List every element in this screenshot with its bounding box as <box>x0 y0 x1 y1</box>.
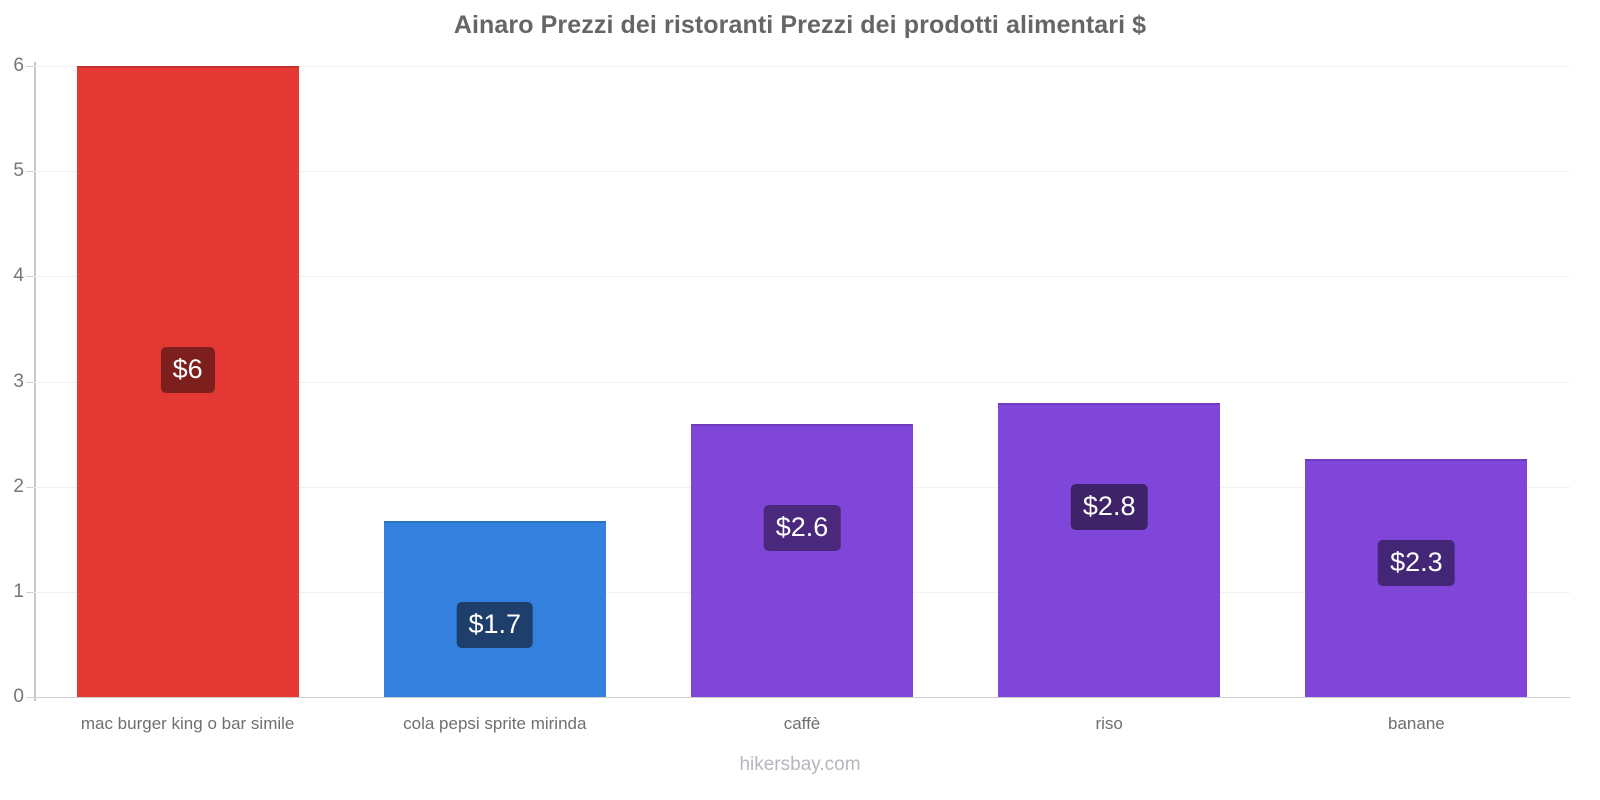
y-axis-tick-mark <box>26 591 34 593</box>
bar-top-edge <box>1305 459 1528 462</box>
bar-top-edge <box>383 521 606 524</box>
gridline-4 <box>34 276 1570 278</box>
gridline-0 <box>34 697 1570 698</box>
y-axis-tick-mark <box>26 66 34 67</box>
chart-title: Ainaro Prezzi dei ristoranti Prezzi dei … <box>453 11 1147 39</box>
y-axis-tick-label: 6 <box>13 55 24 76</box>
bar-top-edge <box>691 423 913 426</box>
y-axis-tick-mark <box>26 381 34 383</box>
gridline-5 <box>34 171 1570 173</box>
bar-top-edge <box>998 402 1221 405</box>
bar[interactable]: $1.7 <box>383 521 606 697</box>
bar[interactable]: $6 <box>76 66 299 697</box>
bar[interactable]: $2.3 <box>1305 459 1528 697</box>
y-axis-tick-mark <box>26 276 34 278</box>
y-axis-tick-label: 0 <box>13 686 24 707</box>
bar-top-edge <box>76 66 299 68</box>
y-axis-tick-label: 5 <box>13 160 24 182</box>
x-axis-category-label: cola pepsi sprite mirinda <box>403 714 587 733</box>
y-axis-tick-mark <box>26 486 34 488</box>
bar-value-label: $2.3 <box>1378 540 1455 587</box>
bar-value-label: $6 <box>160 347 215 393</box>
y-axis-tick-mark <box>26 171 34 173</box>
bar[interactable]: $2.6 <box>691 423 913 697</box>
y-axis-tick-label: 1 <box>13 580 24 602</box>
x-axis-category-label: banane <box>1388 714 1445 733</box>
y-axis-tick-label: 3 <box>13 370 24 392</box>
y-axis-tick-label: 2 <box>13 475 24 497</box>
plot-area: $6 $1.7 $2.6 $2.8 $2.3 <box>34 66 1570 698</box>
x-axis-category-label: riso <box>1095 714 1123 733</box>
gridline-6 <box>34 66 1570 67</box>
bar-value-label: $2.6 <box>763 504 841 551</box>
bar-value-label: $1.7 <box>456 602 534 649</box>
y-axis-tick-label: 4 <box>13 265 24 287</box>
bar-value-label: $2.8 <box>1070 483 1148 530</box>
x-axis-category-label: caffè <box>783 714 821 733</box>
bar[interactable]: $2.8 <box>998 402 1221 697</box>
y-axis-tick-mark <box>26 697 34 698</box>
footer-credit: hikersbay.com <box>739 754 861 775</box>
x-axis-category-label: mac burger king o bar simile <box>80 714 295 733</box>
gridline-3 <box>34 381 1570 383</box>
